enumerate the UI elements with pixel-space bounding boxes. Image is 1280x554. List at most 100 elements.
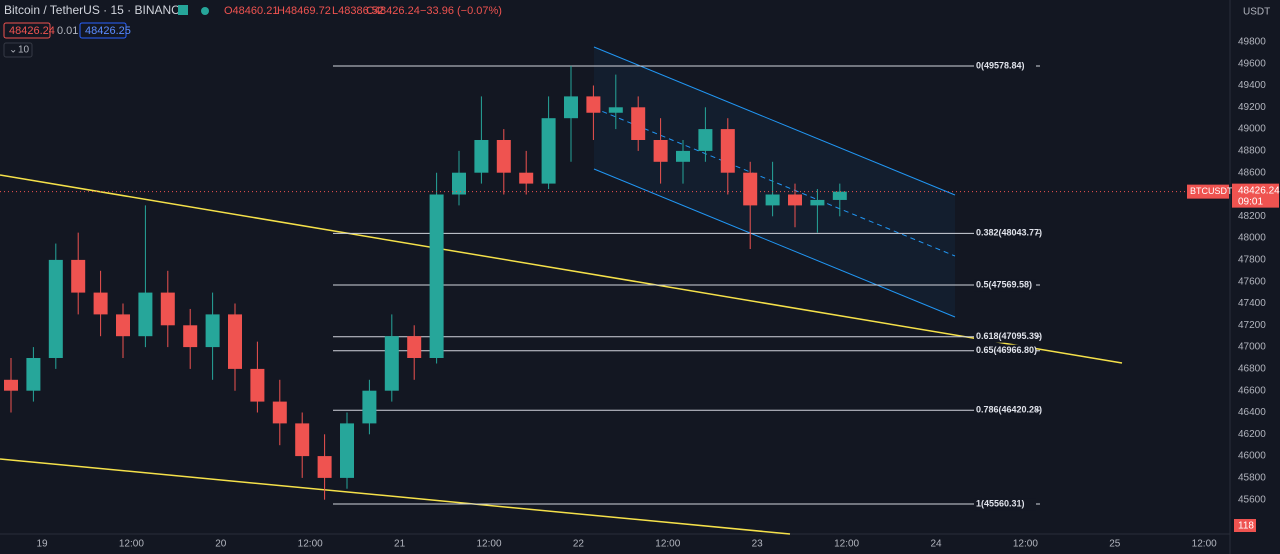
candle-body	[586, 96, 601, 113]
price-label: 47800	[1238, 255, 1266, 266]
ohlc-change: −33.96 (−0.07%)	[420, 5, 502, 17]
price-label: 49000	[1238, 124, 1266, 135]
candle-body	[71, 259, 86, 293]
currency-label: USDT	[1243, 7, 1270, 18]
trend-line	[0, 174, 1123, 364]
fib-label-bg	[974, 227, 1036, 240]
time-label: 22	[573, 539, 585, 550]
channel-midline	[593, 107, 956, 257]
fib-label-bg	[974, 279, 1036, 292]
fib-group: 0(49578.84) 0.382(48043.77) 0.5(47569.58) 0…	[333, 60, 1042, 511]
fib-label-bg	[974, 60, 1036, 72]
fib-label: 0.786(46420.28)	[976, 405, 1042, 415]
candle-body	[295, 423, 310, 457]
indicator-value: ⌄	[9, 45, 17, 56]
price-label: 45600	[1238, 494, 1266, 505]
price-label: 47000	[1238, 342, 1266, 353]
candle-body	[205, 314, 220, 348]
symbol-tag: BTCUSDT	[1190, 186, 1233, 196]
time-label: 25	[1109, 539, 1121, 550]
symbol-tag-bg	[1187, 184, 1229, 199]
candles	[4, 65, 847, 500]
candle-body	[788, 194, 802, 206]
price-label: 46800	[1238, 364, 1266, 375]
candle-body	[631, 107, 646, 140]
trend-line	[0, 458, 791, 535]
price-label: 45800	[1238, 473, 1266, 484]
time-label: 12:00	[1013, 539, 1038, 550]
fib-label: 0(49578.84)	[976, 60, 1025, 70]
ohlc-high: H48469.72	[277, 5, 331, 17]
time-label: 24	[930, 539, 942, 550]
fib-label-bg	[974, 330, 1036, 343]
candle-body	[48, 259, 63, 358]
time-label: 12:00	[1192, 539, 1217, 550]
bid-box[interactable]	[3, 22, 51, 39]
ask-box[interactable]	[79, 22, 127, 39]
price-label: 47200	[1238, 320, 1266, 331]
spread: 0.01	[57, 25, 78, 37]
fib-label-bg	[974, 344, 1036, 357]
candle-body	[765, 194, 780, 206]
time-label: 12:00	[655, 539, 680, 550]
market-status	[201, 7, 209, 15]
time-label: 21	[394, 539, 406, 550]
candle-body	[4, 379, 18, 391]
price-label: 48600	[1238, 167, 1266, 178]
price-label: 46600	[1238, 385, 1266, 396]
ohlc-low: L48386.52	[332, 5, 384, 17]
candle-body	[452, 172, 466, 195]
price-label: 48000	[1238, 233, 1266, 244]
bid-price: 48426.24	[9, 25, 55, 37]
candle-body	[160, 292, 175, 326]
candle-body	[832, 191, 847, 200]
candle-body	[810, 199, 825, 206]
time-label: 12:00	[476, 539, 501, 550]
price-axis: 4980049600494004920049000488004860048400…	[0, 7, 1280, 550]
volume-tag: 118	[1238, 521, 1254, 532]
fib-label: 1(45560.31)	[976, 498, 1025, 508]
channel-line	[593, 168, 956, 318]
last-price-bg	[1232, 183, 1279, 208]
candle-body	[676, 150, 690, 162]
fib-label-bg	[974, 498, 1036, 511]
candle-body	[608, 107, 623, 113]
status-icon	[178, 5, 188, 15]
indicator-toggle[interactable]	[3, 42, 33, 58]
price-label: 49600	[1238, 58, 1266, 69]
candle-body	[474, 139, 489, 173]
last-price: 48426.24	[1238, 185, 1280, 196]
countdown: 09:01	[1238, 196, 1263, 207]
candle-body	[407, 336, 422, 358]
candle-body	[653, 139, 668, 162]
candle-body	[116, 314, 130, 337]
price-label: 48200	[1238, 211, 1266, 222]
time-label: 12:00	[834, 539, 859, 550]
volume-tag-bg	[1234, 519, 1256, 532]
price-label: 46000	[1238, 451, 1266, 462]
channel-line	[593, 46, 956, 196]
time-label: 12:00	[298, 539, 323, 550]
channel-fill	[594, 47, 955, 317]
ohlc-open: O48460.21	[224, 5, 278, 17]
fib-label: 0.5(47569.58)	[976, 279, 1032, 289]
candle-body	[519, 172, 534, 184]
time-label: 23	[752, 539, 764, 550]
candle-body	[93, 292, 108, 315]
time-label: 12:00	[119, 539, 144, 550]
candle-body	[743, 172, 758, 206]
candle-body	[228, 314, 242, 369]
symbol-title[interactable]: Bitcoin / TetherUS · 15 · BINANCE	[4, 3, 188, 17]
candle-body	[340, 423, 354, 478]
price-label: 47400	[1238, 298, 1266, 309]
candle-body	[250, 368, 265, 402]
candle-body	[272, 401, 287, 424]
fib-label: 0.65(46966.80)	[976, 345, 1037, 355]
fib-label: 0.382(48043.77)	[976, 228, 1042, 238]
candle-body	[384, 336, 399, 391]
candle-body	[26, 357, 41, 391]
candle-body	[138, 292, 153, 337]
